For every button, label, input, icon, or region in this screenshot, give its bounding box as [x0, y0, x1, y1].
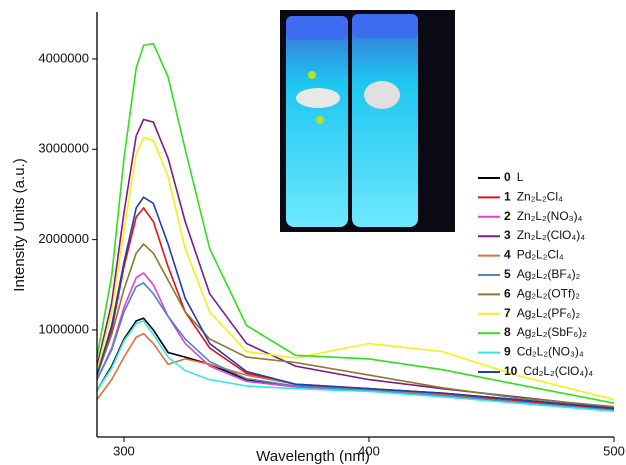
- y-axis-label: Intensity Units (a.u.): [11, 158, 28, 291]
- x-tick-label: 300: [113, 443, 135, 458]
- legend-label: 6 Ag₂L₂(OTf)₂: [504, 287, 580, 301]
- series-line: [96, 118, 615, 409]
- legend-label: 10 Cd₂L₂(ClO₄)₄: [504, 364, 593, 378]
- x-tick-label: 400: [358, 443, 380, 458]
- legend-name: Ag₂L₂(BF₄)₂: [517, 267, 581, 281]
- plot-area: [96, 42, 615, 413]
- x-tick-label: 500: [603, 443, 625, 458]
- y-tick-label: 4000000: [38, 50, 89, 65]
- legend-number: 5: [504, 267, 511, 281]
- legend-name: Cd₂L₂(ClO₄)₄: [523, 364, 593, 378]
- legend-name: Ag₂L₂(PF₆)₂: [517, 306, 581, 320]
- legend-label: 7 Ag₂L₂(PF₆)₂: [504, 306, 581, 320]
- series-line: [96, 196, 615, 410]
- inset-photo: [280, 10, 455, 232]
- legend-number: 3: [504, 228, 511, 242]
- series-line: [96, 332, 615, 412]
- legend-number: 0: [504, 170, 511, 184]
- y-tick-label: 3000000: [38, 141, 89, 156]
- legend-number: 8: [504, 325, 511, 339]
- legend-label: 3 Zn₂L₂(ClO₄)₄: [504, 228, 585, 242]
- y-tick-label: 1000000: [38, 321, 89, 336]
- legend-name: Pd₂L₂Cl₄: [517, 248, 564, 262]
- series-line: [96, 319, 615, 413]
- legend-label: 5 Ag₂L₂(BF₄)₂: [504, 267, 581, 281]
- legend-name: Cd₂L₂(NO₃)₄: [517, 345, 584, 359]
- legend-number: 2: [504, 209, 511, 223]
- legend-label: 1 Zn₂L₂Cl₄: [504, 190, 563, 204]
- legend-name: L: [517, 170, 524, 184]
- legend-name: Zn₂L₂(NO₃)₄: [517, 209, 583, 223]
- legend-number: 6: [504, 287, 511, 301]
- x-axis-label: Wavelength (nm): [256, 448, 370, 465]
- legend-name: Zn₂L₂Cl₄: [517, 190, 563, 204]
- legend-label: 9 Cd₂L₂(NO₃)₄: [504, 345, 584, 359]
- legend-label: 8 Ag₂L₂(SbF₆)₂: [504, 325, 587, 339]
- legend-label: 2 Zn₂L₂(NO₃)₄: [504, 209, 583, 223]
- series-line: [96, 242, 615, 408]
- legend-number: 7: [504, 306, 511, 320]
- series-line: [96, 282, 615, 412]
- series-line: [96, 42, 615, 404]
- legend-name: Ag₂L₂(SbF₆)₂: [517, 325, 588, 339]
- legend-label: 4 Pd₂L₂Cl₄: [504, 248, 564, 262]
- legend-number: 4: [504, 248, 511, 262]
- legend-number: 1: [504, 190, 511, 204]
- legend-number: 9: [504, 345, 511, 359]
- legend-name: Ag₂L₂(OTf)₂: [517, 287, 581, 301]
- legend-number: 10: [504, 364, 518, 378]
- series-line: [96, 136, 615, 401]
- legend-name: Zn₂L₂(ClO₄)₄: [517, 228, 586, 242]
- y-tick-label: 2000000: [38, 231, 89, 246]
